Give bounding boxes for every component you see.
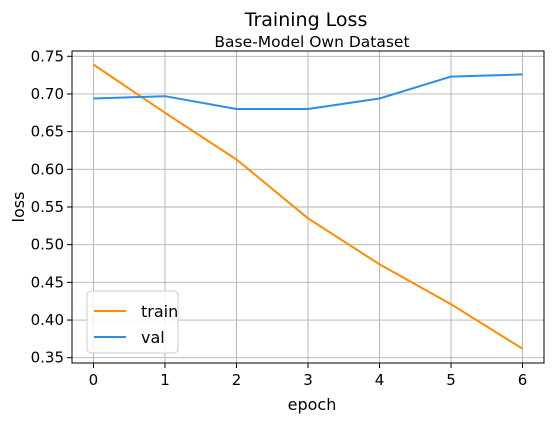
y-tick-label: 0.60 [31, 160, 64, 178]
y-tick-label: 0.65 [31, 123, 64, 141]
x-tick-label: 1 [160, 371, 170, 389]
y-tick-label: 0.55 [31, 198, 64, 216]
grid-lines [72, 51, 544, 363]
y-tick-label: 0.75 [31, 47, 64, 65]
y-tick-label: 0.45 [31, 273, 64, 291]
x-tick-label: 4 [375, 371, 385, 389]
y-tick-label: 0.35 [31, 349, 64, 367]
x-tick-label: 5 [446, 371, 456, 389]
legend-label-val: val [141, 328, 165, 347]
legend-label-train: train [141, 302, 178, 321]
series-line-val [93, 73, 523, 110]
y-axis-label: loss [9, 192, 28, 223]
plot-frame [71, 50, 545, 364]
y-tick-label: 0.50 [31, 236, 64, 254]
series-lines [92, 63, 524, 350]
series-line-train [92, 63, 524, 350]
y-tick-label: 0.40 [31, 311, 64, 329]
y-axis-ticks: 0.35 0.40 0.45 0.50 0.55 0.60 0.65 0.70 0.75 [31, 47, 72, 367]
x-axis-ticks: 0 1 2 3 4 5 6 [89, 363, 528, 389]
chart-title: Training Loss [244, 9, 368, 31]
legend: train val [86, 290, 179, 354]
chart-subtitle: Base-Model Own Dataset [214, 33, 409, 51]
x-tick-label: 3 [303, 371, 313, 389]
x-tick-label: 6 [518, 371, 528, 389]
x-tick-label: 0 [89, 371, 99, 389]
x-axis-label: epoch [288, 395, 337, 414]
x-tick-label: 2 [232, 371, 242, 389]
y-tick-label: 0.70 [31, 85, 64, 103]
